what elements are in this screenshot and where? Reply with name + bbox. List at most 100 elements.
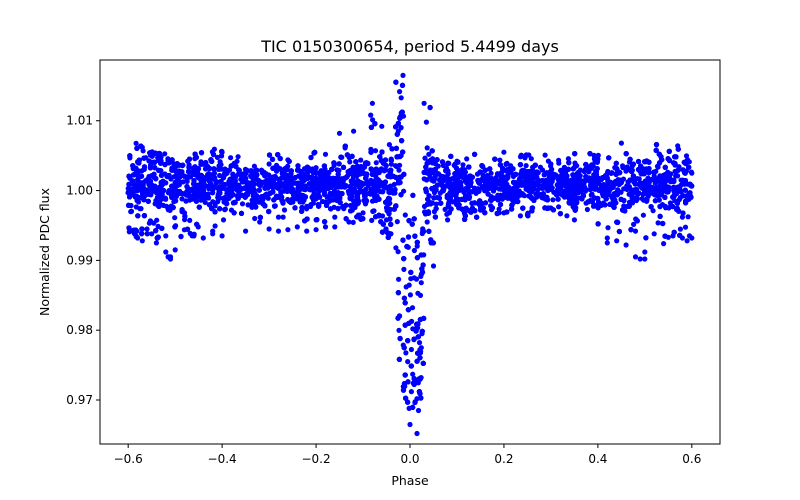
data-point bbox=[460, 162, 466, 168]
data-point bbox=[564, 213, 570, 219]
data-point bbox=[407, 292, 413, 298]
data-point bbox=[179, 196, 185, 202]
data-point bbox=[373, 160, 379, 166]
data-point bbox=[212, 223, 218, 229]
data-point bbox=[137, 206, 143, 212]
data-point bbox=[591, 152, 597, 158]
data-point bbox=[281, 207, 288, 213]
data-point bbox=[523, 163, 529, 169]
data-point bbox=[401, 266, 407, 272]
data-point bbox=[187, 217, 193, 223]
data-point bbox=[133, 140, 139, 146]
data-point bbox=[202, 199, 208, 205]
data-point bbox=[397, 89, 403, 95]
data-point bbox=[369, 217, 375, 223]
data-point bbox=[239, 201, 246, 207]
data-point bbox=[636, 176, 642, 182]
data-point bbox=[162, 151, 168, 157]
data-point bbox=[424, 145, 430, 151]
data-point bbox=[416, 340, 423, 346]
data-point bbox=[517, 213, 524, 219]
data-point bbox=[398, 95, 404, 101]
data-point bbox=[683, 153, 690, 159]
data-point bbox=[348, 202, 354, 209]
data-point bbox=[560, 193, 566, 199]
data-point bbox=[388, 161, 394, 167]
data-point bbox=[151, 220, 157, 226]
data-point bbox=[350, 219, 356, 225]
data-point bbox=[539, 167, 546, 173]
data-point bbox=[587, 186, 593, 193]
data-point bbox=[211, 170, 218, 176]
data-point bbox=[171, 199, 177, 205]
data-point bbox=[245, 202, 251, 208]
data-point bbox=[424, 219, 430, 225]
data-point bbox=[396, 327, 402, 333]
scatter-points bbox=[125, 72, 695, 437]
data-point bbox=[235, 154, 241, 160]
data-point bbox=[640, 212, 647, 218]
data-point bbox=[682, 224, 689, 230]
data-point bbox=[655, 220, 661, 226]
data-point bbox=[466, 195, 472, 201]
data-point bbox=[220, 217, 227, 223]
data-point bbox=[396, 167, 402, 173]
data-point bbox=[556, 204, 562, 210]
data-point bbox=[236, 167, 242, 173]
data-point bbox=[251, 163, 257, 169]
data-point bbox=[394, 219, 400, 225]
data-point bbox=[565, 156, 572, 162]
data-point bbox=[550, 197, 556, 203]
data-point bbox=[631, 221, 637, 227]
data-point bbox=[410, 371, 416, 377]
data-point bbox=[403, 350, 409, 356]
data-point bbox=[396, 276, 402, 282]
data-point bbox=[433, 201, 439, 207]
data-point bbox=[358, 157, 364, 163]
data-point bbox=[542, 152, 548, 158]
data-point bbox=[677, 226, 684, 232]
data-point bbox=[186, 164, 192, 170]
data-point bbox=[228, 155, 234, 161]
data-point bbox=[522, 155, 528, 161]
data-point bbox=[650, 208, 656, 214]
data-point bbox=[584, 206, 591, 213]
data-point bbox=[408, 346, 414, 353]
data-point bbox=[280, 214, 286, 220]
data-point bbox=[488, 170, 494, 176]
data-point bbox=[414, 243, 420, 249]
data-point bbox=[252, 215, 258, 222]
data-point bbox=[368, 112, 374, 118]
data-point bbox=[674, 173, 681, 179]
data-point bbox=[222, 206, 228, 212]
data-point bbox=[146, 220, 152, 226]
data-point bbox=[165, 156, 171, 162]
data-point bbox=[685, 214, 691, 220]
data-point bbox=[126, 229, 132, 235]
data-point bbox=[234, 158, 240, 164]
data-point bbox=[372, 148, 379, 154]
data-point bbox=[395, 249, 401, 255]
data-point bbox=[214, 154, 220, 160]
data-point bbox=[422, 155, 428, 161]
data-point bbox=[217, 159, 223, 165]
data-point bbox=[496, 206, 502, 212]
data-point bbox=[556, 160, 562, 166]
data-point bbox=[347, 159, 353, 165]
data-point bbox=[654, 163, 661, 169]
data-point bbox=[409, 305, 416, 311]
data-point bbox=[528, 156, 534, 162]
data-point bbox=[217, 172, 223, 179]
data-point bbox=[210, 199, 216, 205]
data-point bbox=[172, 215, 178, 221]
data-point bbox=[464, 156, 470, 162]
data-point bbox=[386, 142, 392, 148]
data-point bbox=[605, 225, 611, 231]
data-point bbox=[497, 157, 503, 163]
data-point bbox=[411, 247, 417, 254]
chart-title: TIC 0150300654, period 5.4499 days bbox=[260, 37, 559, 56]
data-point bbox=[415, 290, 421, 296]
data-point bbox=[442, 206, 448, 212]
data-point bbox=[521, 193, 528, 199]
